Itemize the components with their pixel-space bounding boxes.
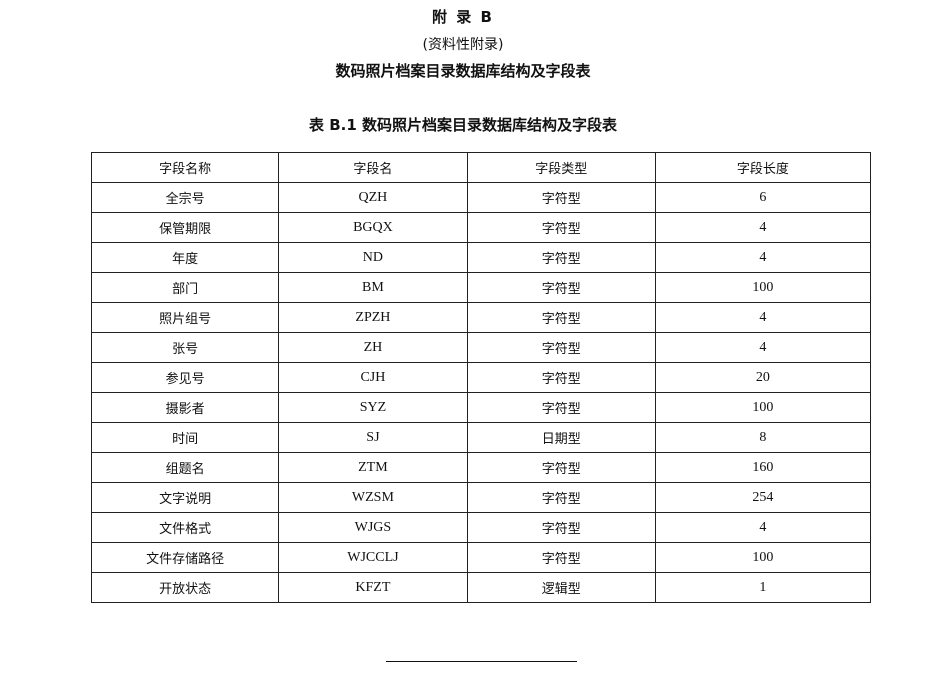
- field-code-cell: QZH: [278, 182, 468, 213]
- table-row: 部门 BM 字符型 100: [90, 272, 872, 303]
- field-length-cell: 100: [654, 392, 872, 423]
- field-code-cell: SJ: [278, 422, 468, 453]
- field-name-cell: 全宗号: [90, 182, 280, 213]
- column-header: 字段类型: [466, 152, 656, 183]
- field-code-cell: ND: [278, 242, 468, 273]
- field-length-cell: 160: [654, 452, 872, 483]
- field-type-cell: 字符型: [466, 212, 656, 243]
- field-code-cell: BM: [278, 272, 468, 303]
- field-length-cell: 100: [654, 272, 872, 303]
- table-row: 时间 SJ 日期型 8: [90, 422, 872, 453]
- field-code-cell: SYZ: [278, 392, 468, 423]
- field-length-cell: 6: [654, 182, 872, 213]
- field-type-cell: 字符型: [466, 332, 656, 363]
- field-name-cell: 保管期限: [90, 212, 280, 243]
- field-name-cell: 文字说明: [90, 482, 280, 513]
- field-type-cell: 字符型: [466, 182, 656, 213]
- field-type-cell: 字符型: [466, 542, 656, 573]
- field-type-cell: 逻辑型: [466, 572, 656, 603]
- appendix-heading: 附 录 B: [432, 8, 494, 26]
- field-code-cell: ZTM: [278, 452, 468, 483]
- field-name-cell: 部门: [90, 272, 280, 303]
- field-name-cell: 文件存储路径: [90, 542, 280, 573]
- field-code-cell: KFZT: [278, 572, 468, 603]
- field-length-cell: 254: [654, 482, 872, 513]
- appendix-note: (资料性附录): [422, 37, 504, 53]
- table-header-row: 字段名称 字段名 字段类型 字段长度: [90, 152, 872, 183]
- field-code-cell: WJCCLJ: [278, 542, 468, 573]
- field-type-cell: 字符型: [466, 242, 656, 273]
- field-type-cell: 字符型: [466, 452, 656, 483]
- field-length-cell: 4: [654, 242, 872, 273]
- field-length-cell: 4: [654, 512, 872, 543]
- field-code-cell: BGQX: [278, 212, 468, 243]
- field-type-cell: 日期型: [466, 422, 656, 453]
- field-type-cell: 字符型: [466, 512, 656, 543]
- field-name-cell: 张号: [90, 332, 280, 363]
- table-row: 张号 ZH 字符型 4: [90, 332, 872, 363]
- column-header: 字段长度: [654, 152, 872, 183]
- field-length-cell: 4: [654, 302, 872, 333]
- field-code-cell: CJH: [278, 362, 468, 393]
- appendix-title: 数码照片档案目录数据库结构及字段表: [335, 62, 591, 80]
- field-name-cell: 时间: [90, 422, 280, 453]
- field-length-cell: 1: [654, 572, 872, 603]
- table-caption: 表 B.1 数码照片档案目录数据库结构及字段表: [308, 116, 617, 134]
- field-name-cell: 组题名: [90, 452, 280, 483]
- field-type-cell: 字符型: [466, 482, 656, 513]
- table-row: 全宗号 QZH 字符型 6: [90, 182, 872, 213]
- table-row: 组题名 ZTM 字符型 160: [90, 452, 872, 483]
- field-name-cell: 参见号: [90, 362, 280, 393]
- field-code-cell: ZPZH: [278, 302, 468, 333]
- field-type-cell: 字符型: [466, 392, 656, 423]
- field-length-cell: 100: [654, 542, 872, 573]
- field-code-cell: ZH: [278, 332, 468, 363]
- field-length-cell: 4: [654, 212, 872, 243]
- field-name-cell: 摄影者: [90, 392, 280, 423]
- field-code-cell: WZSM: [278, 482, 468, 513]
- field-length-cell: 8: [654, 422, 872, 453]
- table-row: 开放状态 KFZT 逻辑型 1: [90, 572, 872, 603]
- table-row: 保管期限 BGQX 字符型 4: [90, 212, 872, 243]
- column-header: 字段名称: [90, 152, 280, 183]
- table-row: 照片组号 ZPZH 字符型 4: [90, 302, 872, 333]
- table-row: 摄影者 SYZ 字符型 100: [90, 392, 872, 423]
- field-type-cell: 字符型: [466, 362, 656, 393]
- field-name-cell: 文件格式: [90, 512, 280, 543]
- field-length-cell: 20: [654, 362, 872, 393]
- field-name-cell: 照片组号: [90, 302, 280, 333]
- column-header: 字段名: [278, 152, 468, 183]
- table-row: 文件格式 WJGS 字符型 4: [90, 512, 872, 543]
- field-table: 字段名称 字段名 字段类型 字段长度 全宗号 QZH 字符型 6 保管期限 BGQX 字符型 4 年度…: [90, 152, 872, 603]
- table-row: 年度 ND 字符型 4: [90, 242, 872, 273]
- field-code-cell: WJGS: [278, 512, 468, 543]
- field-type-cell: 字符型: [466, 272, 656, 303]
- table-row: 文件存储路径 WJCCLJ 字符型 100: [90, 542, 872, 573]
- table-row: 文字说明 WZSM 字符型 254: [90, 482, 872, 513]
- field-length-cell: 4: [654, 332, 872, 363]
- table-row: 参见号 CJH 字符型 20: [90, 362, 872, 393]
- field-name-cell: 开放状态: [90, 572, 280, 603]
- field-name-cell: 年度: [90, 242, 280, 273]
- field-type-cell: 字符型: [466, 302, 656, 333]
- footer-divider: [386, 661, 577, 662]
